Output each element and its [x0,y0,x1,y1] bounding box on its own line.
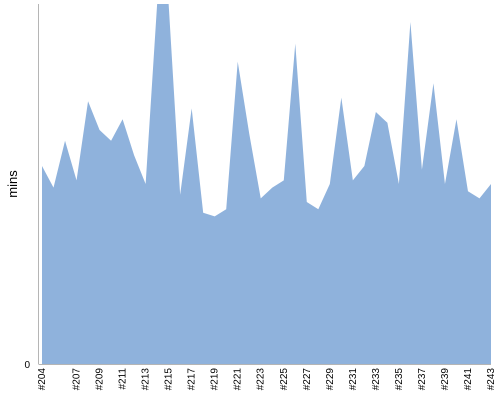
x-tick-label: #225 [279,368,290,391]
x-tick-label: #213 [141,368,152,391]
x-tick-labels: #204 #207 #209 #211 #213 #215 #217 #219 #221 #223… [37,368,497,391]
area-series [42,4,491,364]
x-tick-label: #233 [371,368,382,391]
x-tick-label: #204 [37,368,48,391]
x-tick-label: #211 [118,368,129,390]
x-tick-label: #231 [348,368,359,391]
x-tick-label: #207 [72,368,83,391]
x-tick-label: #241 [463,368,474,391]
x-tick-label: #223 [256,368,267,391]
x-tick-label: #209 [95,368,106,391]
x-tick-label: #243 [486,368,497,391]
x-tick-label: #215 [164,368,175,391]
x-tick-label: #229 [325,368,336,391]
x-tick-label: #237 [417,368,428,391]
plot-area [42,4,491,364]
x-tick-label: #239 [440,368,451,391]
y-tick-label-zero: 0 [24,360,30,371]
x-tick-label: #227 [302,368,313,391]
x-tick-label: #217 [187,368,198,391]
x-tick-label: #235 [394,368,405,391]
y-axis-label: mins [5,170,20,198]
x-tick-label: #221 [233,368,244,391]
x-tick-label: #219 [210,368,221,391]
